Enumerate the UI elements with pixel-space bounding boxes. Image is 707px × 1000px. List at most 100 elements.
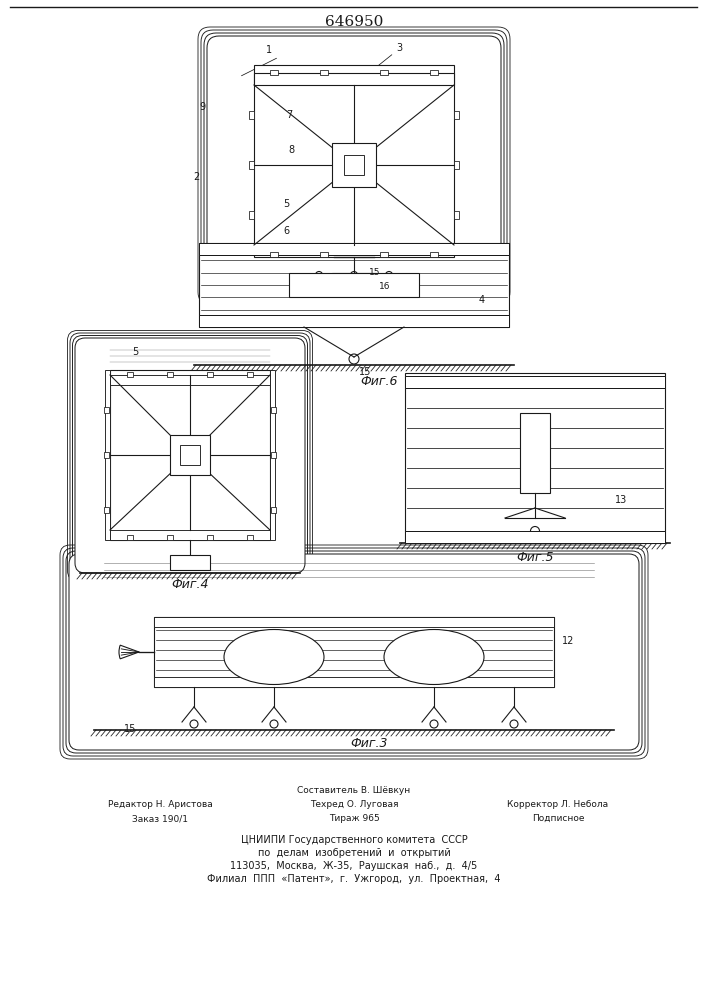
Ellipse shape [224, 630, 324, 684]
Circle shape [321, 318, 327, 324]
Bar [127, 535, 133, 540]
Bar [247, 372, 253, 377]
Bar [180, 445, 200, 465]
Text: Заказ 190/1: Заказ 190/1 [132, 814, 188, 823]
Bar [271, 452, 276, 458]
Bar [454, 161, 459, 169]
Bar [270, 252, 278, 257]
Circle shape [306, 648, 315, 656]
Bar [430, 70, 438, 75]
Text: 15: 15 [369, 268, 380, 277]
Circle shape [441, 534, 448, 540]
Text: 5: 5 [132, 347, 138, 357]
Bar [405, 376, 665, 388]
Bar [320, 70, 328, 75]
Bar [405, 531, 665, 543]
Bar [332, 273, 376, 287]
Circle shape [270, 720, 278, 728]
Text: 5: 5 [283, 199, 289, 209]
Bar [271, 507, 276, 513]
Bar [289, 273, 419, 297]
Bar [104, 407, 109, 413]
Text: Фиг.5: Фиг.5 [516, 551, 554, 564]
Circle shape [561, 378, 568, 385]
Bar [254, 73, 454, 85]
Circle shape [530, 526, 539, 536]
Bar [127, 372, 133, 377]
Bar [249, 161, 254, 169]
Text: 9: 9 [199, 102, 205, 112]
Bar [110, 370, 270, 540]
Bar [405, 373, 665, 543]
Bar [249, 111, 254, 119]
Text: 12: 12 [562, 636, 574, 646]
Circle shape [190, 720, 198, 728]
Circle shape [528, 431, 542, 445]
Text: Тираж 965: Тираж 965 [329, 814, 380, 823]
Circle shape [532, 435, 538, 441]
Bar [110, 530, 270, 540]
Bar [332, 143, 376, 187]
Circle shape [291, 641, 299, 649]
Bar [154, 617, 554, 627]
Text: 7: 7 [286, 110, 292, 120]
Circle shape [349, 354, 359, 364]
Circle shape [385, 271, 392, 278]
Circle shape [233, 648, 242, 656]
Bar [344, 155, 364, 175]
Bar [380, 70, 388, 75]
Bar [270, 370, 275, 540]
Circle shape [621, 534, 629, 540]
Circle shape [441, 378, 448, 385]
Bar [104, 452, 109, 458]
Bar [167, 372, 173, 377]
Circle shape [621, 378, 629, 385]
Text: 646950: 646950 [325, 15, 383, 29]
Text: Филиал  ППП  «Патент»,  г.  Ужгород,  ул.  Проектная,  4: Филиал ППП «Патент», г. Ужгород, ул. Про… [207, 874, 501, 884]
Circle shape [510, 720, 518, 728]
Text: 113035,  Москва,  Ж-35,  Раушская  наб.,  д.  4/5: 113035, Москва, Ж-35, Раушская наб., д. … [230, 861, 478, 871]
Text: 15: 15 [359, 367, 371, 377]
Text: Корректор Л. Небола: Корректор Л. Небола [508, 800, 609, 809]
Text: Фиг.6: Фиг.6 [361, 375, 398, 388]
Bar [454, 211, 459, 219]
Circle shape [315, 271, 322, 278]
Circle shape [501, 378, 508, 385]
Text: Фиг.2: Фиг.2 [335, 310, 373, 323]
Text: 1: 1 [266, 45, 272, 55]
Text: 13: 13 [615, 495, 627, 505]
Text: 4: 4 [479, 295, 485, 305]
Circle shape [451, 318, 457, 324]
Bar [167, 535, 173, 540]
Circle shape [561, 534, 568, 540]
Text: Подписное: Подписное [532, 814, 584, 823]
FancyBboxPatch shape [69, 554, 639, 750]
Text: Техред О. Луговая: Техред О. Луговая [310, 800, 398, 809]
Text: 2: 2 [193, 172, 199, 182]
Bar [380, 252, 388, 257]
Circle shape [381, 318, 387, 324]
Bar [170, 555, 210, 570]
Bar [249, 211, 254, 219]
Circle shape [351, 271, 358, 278]
Text: Фиг.4: Фиг.4 [171, 578, 209, 591]
Text: 6: 6 [283, 226, 289, 236]
Circle shape [451, 246, 457, 252]
Bar [520, 413, 550, 493]
Circle shape [270, 638, 278, 646]
Bar [320, 252, 328, 257]
Bar [207, 372, 213, 377]
Bar [254, 65, 454, 265]
Bar [154, 677, 554, 687]
Text: Фиг.3: Фиг.3 [350, 737, 387, 750]
Text: 8: 8 [288, 145, 294, 155]
Bar [199, 315, 509, 327]
FancyBboxPatch shape [75, 338, 305, 573]
FancyBboxPatch shape [207, 36, 501, 295]
Bar [199, 243, 509, 327]
Circle shape [394, 648, 402, 656]
Bar [199, 243, 509, 255]
Circle shape [467, 648, 474, 656]
Bar [104, 507, 109, 513]
Bar [271, 407, 276, 413]
